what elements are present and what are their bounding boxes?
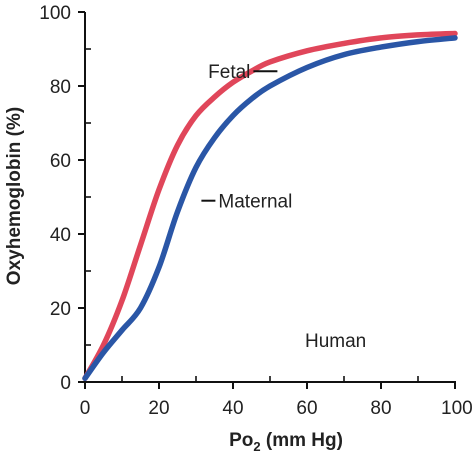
- x-tick-label: 0: [80, 398, 91, 419]
- x-axis-title-subscript: 2: [253, 439, 260, 454]
- y-tick-label: 60: [50, 151, 71, 172]
- annotation-human: Human: [305, 331, 366, 352]
- x-tick-label: 100: [441, 398, 473, 419]
- y-tick-label: 20: [50, 299, 71, 320]
- x-tick-label: 60: [296, 398, 317, 419]
- x-axis-title-rest: (mm Hg): [261, 430, 343, 451]
- maternal-label: Maternal: [218, 192, 292, 213]
- y-tick-label: 100: [39, 3, 71, 24]
- x-tick-label: 80: [370, 398, 391, 419]
- x-tick-label: 20: [148, 398, 169, 419]
- fetal-curve: [82, 30, 458, 382]
- x-axis-title-main: Po: [229, 430, 253, 451]
- ticks: 0 20 40 60 80 100 0 20 40 60 80 100: [39, 3, 472, 419]
- y-tick-label: 80: [50, 77, 71, 98]
- curves: [82, 30, 458, 382]
- y-axis-title: Oxyhemoglobin (%): [4, 107, 25, 285]
- y-tick-label: 0: [60, 373, 71, 394]
- x-tick-label: 40: [222, 398, 243, 419]
- y-tick-label: 40: [50, 225, 71, 246]
- labels: Fetal Maternal: [201, 62, 292, 213]
- x-axis-title: Po2 (mm Hg): [229, 430, 343, 454]
- maternal-curve: [82, 35, 458, 382]
- fetal-label: Fetal: [208, 62, 250, 83]
